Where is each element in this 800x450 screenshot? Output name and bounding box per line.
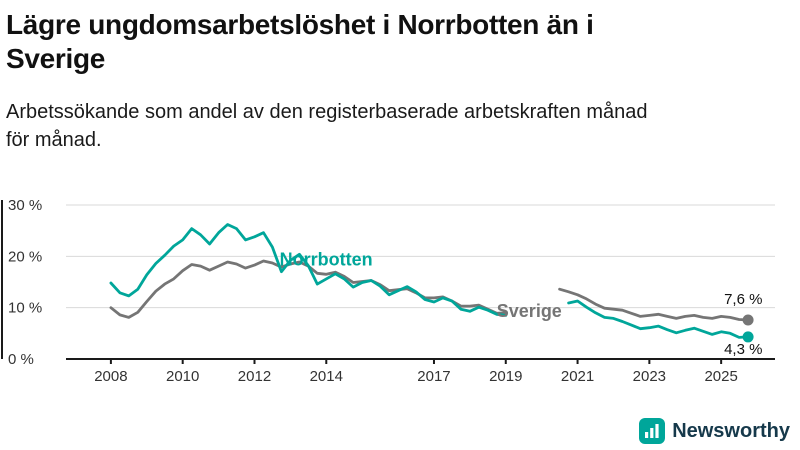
x-tick-label: 2010	[166, 368, 199, 385]
x-tick-label: 2023	[633, 368, 666, 385]
end-value-label-sverige: 7,6 %	[724, 291, 762, 308]
x-tick-label: 2019	[489, 368, 522, 385]
series-name-label-sverige: Sverige	[497, 301, 562, 321]
x-tick-label: 2012	[238, 368, 271, 385]
chart-subtitle: Arbetssökande som andel av den registerb…	[6, 98, 790, 154]
y-tick-label: 20 %	[8, 248, 42, 265]
chart-canvas: 0 % 10 % 20 % 30 % 2008 2010 2012 2014 2017 2019 2…	[1, 197, 775, 385]
x-tick-label: 2025	[704, 368, 737, 385]
y-tick-label: 30 %	[8, 197, 42, 214]
series-line-sverige	[558, 287, 750, 322]
end-dot-norrbotten	[742, 331, 754, 343]
page-title: Lägre ungdomsarbetslöshet i Norrbotten ä…	[6, 8, 790, 76]
title-line-2: Sverige	[6, 43, 106, 75]
series-line-norrbotten	[109, 223, 508, 317]
brand-name: Newsworthy	[672, 419, 790, 442]
series-name-label-norrbotten: Norrbotten	[280, 250, 373, 270]
x-tick-label: 2021	[561, 368, 594, 385]
x-tick-label: 2017	[417, 368, 450, 385]
newsworthy-logo: Newsworthy	[639, 418, 790, 444]
x-tick-label: 2014	[310, 368, 343, 385]
title-line-1: Lägre ungdomsarbetslöshet i Norrbotten ä…	[6, 9, 594, 40]
end-value-label-norrbotten: 4,3 %	[724, 341, 762, 358]
y-tick-label: 10 %	[8, 300, 42, 317]
bar-chart-icon	[639, 418, 666, 444]
subtitle-line-1: Arbetssökande som andel av den registerb…	[6, 101, 648, 124]
chart-header: Lägre ungdomsarbetslöshet i Norrbotten ä…	[0, 0, 800, 154]
subtitle-line-2: för månad.	[6, 129, 102, 152]
x-tick-label: 2008	[94, 368, 127, 385]
end-dot-sverige	[742, 314, 754, 326]
y-tick-label: 0 %	[8, 351, 34, 368]
series-line-norrbotten	[567, 299, 750, 339]
chart-area: 0 % 10 % 20 % 30 % 2008 2010 2012 2014 2017 2019 2…	[0, 192, 800, 397]
